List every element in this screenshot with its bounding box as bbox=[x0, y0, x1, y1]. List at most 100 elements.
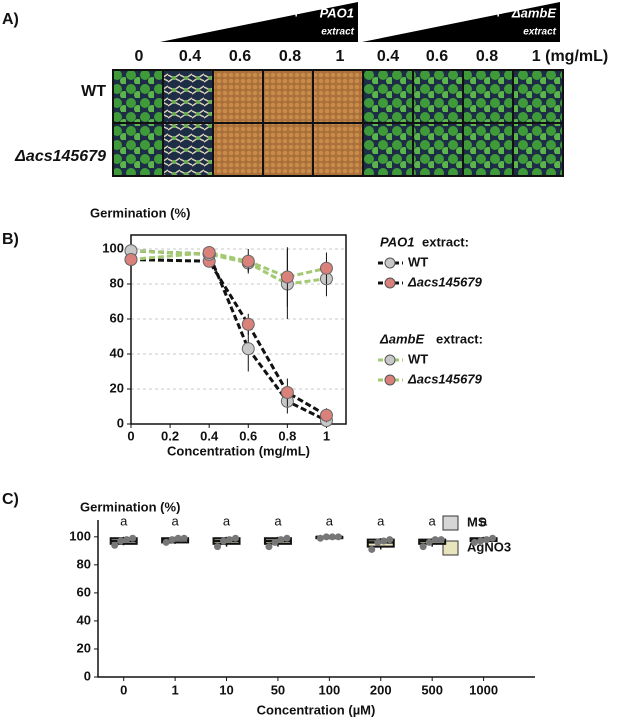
data-point bbox=[319, 408, 333, 422]
x-tick-label: 0.8 bbox=[278, 428, 296, 443]
x-tick-label: 0 bbox=[120, 682, 127, 697]
annotation: a bbox=[480, 513, 488, 528]
seedling-image bbox=[414, 124, 462, 175]
data-point bbox=[241, 254, 255, 268]
legend-label: WT bbox=[408, 254, 428, 269]
seedling-image bbox=[314, 71, 362, 122]
x-axis-label: Concentration (mg/mL) bbox=[167, 443, 310, 458]
x-tick-label: 0.4 bbox=[200, 428, 219, 443]
data-point bbox=[483, 536, 491, 544]
plot-frame bbox=[130, 234, 347, 425]
x-tick-label: 0.2 bbox=[161, 428, 179, 443]
legend-label: MS bbox=[467, 514, 487, 529]
annotation: a bbox=[172, 513, 180, 528]
annotation: a bbox=[120, 513, 128, 528]
x-axis-label: Concentration (µM) bbox=[257, 702, 376, 717]
y-tick-label: 40 bbox=[77, 612, 91, 627]
group-title: + bbox=[494, 5, 502, 20]
group-strain: ΔambE bbox=[511, 5, 556, 20]
concentration-label: 1 (mg/mL) bbox=[532, 48, 608, 65]
concentration-label: 0.4 bbox=[179, 48, 201, 65]
seedling-image bbox=[214, 124, 262, 175]
y-tick-label: 40 bbox=[110, 345, 124, 360]
seedling-image bbox=[264, 124, 312, 175]
y-tick-label: 100 bbox=[69, 528, 91, 543]
data-point bbox=[374, 538, 382, 546]
annotation: a bbox=[223, 513, 231, 528]
y-tick-label: 0 bbox=[117, 415, 124, 430]
data-point bbox=[368, 545, 376, 553]
concentration-label: 0.4 bbox=[377, 48, 399, 65]
legend-label: Δacs145679 bbox=[407, 371, 483, 386]
seedling-image bbox=[514, 71, 562, 122]
panel-label: B) bbox=[2, 231, 19, 248]
concentration-label: 0 bbox=[135, 48, 144, 65]
seedling-image bbox=[464, 71, 512, 122]
data-point bbox=[328, 533, 336, 541]
data-point bbox=[283, 534, 291, 542]
data-point bbox=[380, 537, 388, 545]
gradient-triangle bbox=[160, 2, 358, 42]
data-point bbox=[386, 536, 394, 544]
data-point bbox=[162, 538, 170, 546]
x-tick-label: 500 bbox=[421, 682, 443, 697]
y-tick-label: 20 bbox=[110, 380, 124, 395]
data-point bbox=[322, 533, 330, 541]
data-point bbox=[214, 543, 222, 551]
data-point bbox=[202, 246, 216, 259]
seedling-image bbox=[114, 124, 162, 175]
panel-label: A) bbox=[2, 11, 19, 28]
legend-label: Δacs145679 bbox=[407, 274, 483, 289]
seedling-image bbox=[364, 71, 412, 122]
x-tick-label: 1000 bbox=[469, 682, 498, 697]
data-point bbox=[117, 537, 125, 545]
seedling-image bbox=[464, 124, 512, 175]
data-point bbox=[168, 536, 176, 544]
x-tick-label: 200 bbox=[370, 682, 392, 697]
seedling-image bbox=[364, 124, 412, 175]
y-tick-label: 0 bbox=[84, 668, 91, 683]
data-point bbox=[180, 534, 188, 542]
y-axis-label: Germination (%) bbox=[90, 205, 190, 220]
x-tick-label: 100 bbox=[319, 682, 341, 697]
legend-marker bbox=[384, 374, 396, 386]
concentration-label: 0.6 bbox=[426, 48, 448, 65]
data-point bbox=[477, 537, 485, 545]
data-point bbox=[124, 253, 138, 266]
x-tick-label: 50 bbox=[271, 682, 285, 697]
concentration-label: 0.6 bbox=[229, 48, 251, 65]
series-line bbox=[130, 258, 328, 417]
data-point bbox=[226, 536, 234, 544]
data-point bbox=[241, 342, 255, 356]
legend-group-title: PAO1 bbox=[380, 234, 414, 249]
row-label: Δacs145679 bbox=[14, 148, 106, 165]
data-point bbox=[437, 536, 445, 544]
annotation: a bbox=[377, 513, 385, 528]
y-tick-label: 60 bbox=[77, 584, 91, 599]
seedling-image bbox=[264, 71, 312, 122]
data-point bbox=[220, 537, 228, 545]
legend-marker bbox=[384, 277, 396, 289]
y-tick-label: 100 bbox=[102, 240, 124, 255]
data-point bbox=[419, 543, 427, 551]
data-point bbox=[425, 538, 433, 546]
gradient-triangle bbox=[362, 2, 560, 42]
legend-group-suffix: extract: bbox=[436, 331, 483, 346]
panel-label: C) bbox=[2, 491, 19, 508]
seedling-image bbox=[114, 71, 162, 122]
group-note: extract bbox=[321, 27, 354, 38]
data-point bbox=[280, 270, 294, 284]
legend-swatch bbox=[442, 515, 459, 531]
series-line bbox=[130, 249, 328, 422]
seedling-image bbox=[164, 124, 212, 175]
y-axis-label: Germination (%) bbox=[80, 499, 180, 514]
y-tick-label: 80 bbox=[110, 275, 124, 290]
x-tick-label: 1 bbox=[172, 682, 179, 697]
group-note: extract bbox=[523, 27, 556, 38]
annotation: a bbox=[326, 513, 334, 528]
data-point bbox=[316, 534, 324, 542]
legend-marker bbox=[384, 354, 396, 366]
seedling-image bbox=[214, 71, 262, 122]
x-tick-label: 1 bbox=[323, 428, 330, 443]
